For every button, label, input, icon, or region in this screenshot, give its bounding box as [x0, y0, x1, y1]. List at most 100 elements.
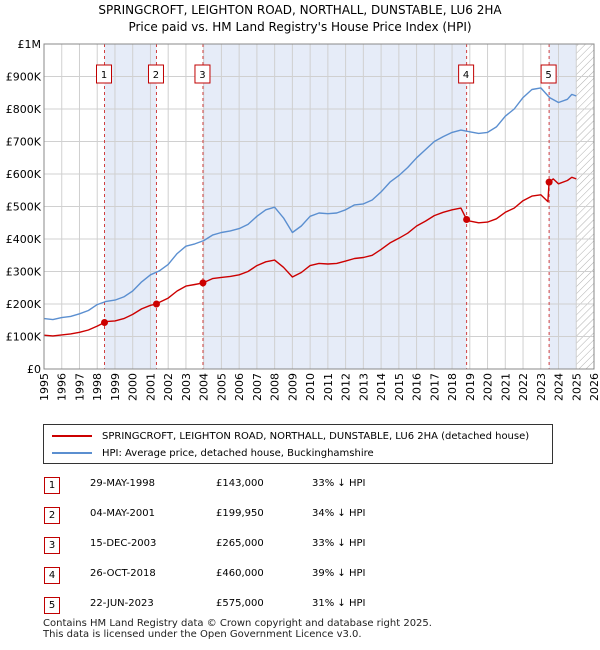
- y-tick-label: £200K: [6, 298, 42, 311]
- sale-marker-box: [540, 64, 557, 84]
- x-tick-label: 2000: [127, 373, 140, 401]
- x-tick-label: 2021: [499, 373, 512, 401]
- sale-marker-number: 1: [101, 70, 107, 81]
- sale-price: £143,000: [216, 478, 264, 489]
- sale-marker-box: [194, 64, 211, 84]
- y-tick-label: £600K: [6, 168, 42, 181]
- sale-marker-box: [147, 64, 164, 84]
- x-tick-label: 2019: [464, 373, 477, 401]
- sale-hpi-diff: 34% ↓ HPI: [312, 508, 366, 519]
- x-tick-label: 2004: [198, 373, 211, 401]
- x-tick-label: 2002: [162, 373, 175, 401]
- y-tick-label: £100K: [6, 331, 42, 344]
- x-tick-label: 2006: [233, 373, 246, 401]
- y-tick-label: £700K: [6, 136, 42, 149]
- sale-marker-box: [96, 64, 112, 84]
- x-tick-label: 2001: [144, 373, 157, 401]
- x-tick-label: 2016: [411, 373, 424, 401]
- footer-line-1: Contains HM Land Registry data © Crown c…: [43, 618, 432, 629]
- footer-line-2: This data is licensed under the Open Gov…: [43, 629, 362, 640]
- plot-frame: [43, 43, 595, 370]
- sale-point: [199, 279, 207, 287]
- sale-marker-number: 5: [545, 70, 551, 81]
- hpi-series-line: [44, 87, 577, 321]
- sale-point: [463, 216, 471, 223]
- legend-label-hpi: HPI: Average price, detached house, Buck…: [102, 447, 374, 459]
- sale-row: 2 04-MAY-2001 £199,950 34% ↓ HPI: [44, 503, 464, 533]
- x-tick-label: 2022: [517, 373, 530, 401]
- legend-item-hpi: HPI: Average price, detached house, Buck…: [52, 445, 374, 461]
- legend-item-property: SPRINGCROFT, LEIGHTON ROAD, NORTHALL, DU…: [52, 428, 529, 444]
- sale-marker-number: 4: [463, 70, 469, 81]
- sale-number-badge: 3: [44, 537, 60, 554]
- sale-row: 1 29-MAY-1998 £143,000 33% ↓ HPI: [44, 473, 464, 503]
- sale-point: [152, 300, 160, 308]
- title-line-2: Price paid vs. HM Land Registry's House …: [128, 20, 472, 34]
- x-tick-label: 2014: [375, 373, 388, 401]
- legend: SPRINGCROFT, LEIGHTON ROAD, NORTHALL, DU…: [43, 424, 553, 464]
- y-tick-label: £900K: [6, 71, 42, 84]
- sale-date: 22-JUN-2023: [90, 598, 154, 609]
- x-tick-label: 2008: [269, 373, 282, 401]
- sale-marker-box: [458, 64, 475, 84]
- x-tick-label: 2011: [322, 373, 335, 401]
- sale-row: 5 22-JUN-2023 £575,000 31% ↓ HPI: [44, 593, 464, 623]
- property-series-line: [44, 176, 577, 337]
- sale-price: £575,000: [216, 598, 264, 609]
- footer-credits: Contains HM Land Registry data © Crown c…: [43, 618, 432, 640]
- sale-hpi-diff: 31% ↓ HPI: [312, 598, 366, 609]
- x-tick-label: 2018: [446, 373, 459, 401]
- sales-table: 1 29-MAY-1998 £143,000 33% ↓ HPI 2 04-MA…: [44, 473, 464, 623]
- sale-hpi-diff: 33% ↓ HPI: [312, 478, 366, 489]
- x-tick-label: 1999: [109, 373, 122, 401]
- x-tick-label: 2007: [251, 373, 264, 401]
- legend-swatch-hpi: [52, 452, 92, 454]
- sale-row: 4 26-OCT-2018 £460,000 39% ↓ HPI: [44, 563, 464, 593]
- price-chart: 1 2 3 4 5 £0 £100K £200K £300K £400K £500K £600K £7…: [6, 38, 600, 401]
- y-tick-label: £400K: [6, 233, 42, 246]
- x-tick-label: 2013: [357, 373, 370, 401]
- x-tick-label: 2026: [588, 373, 600, 401]
- y-tick-label: £0: [27, 363, 41, 376]
- sale-hpi-diff: 39% ↓ HPI: [312, 568, 366, 579]
- title-line-1: SPRINGCROFT, LEIGHTON ROAD, NORTHALL, DU…: [98, 3, 502, 17]
- sale-date: 15-DEC-2003: [90, 538, 157, 549]
- sale-point: [101, 319, 108, 327]
- chart-title: SPRINGCROFT, LEIGHTON ROAD, NORTHALL, DU…: [0, 2, 600, 36]
- x-tick-label: 2010: [304, 373, 317, 401]
- legend-swatch-property: [52, 435, 92, 437]
- sale-number-badge: 5: [44, 597, 60, 614]
- sale-date: 04-MAY-2001: [90, 508, 156, 519]
- y-tick-label: £1M: [18, 38, 42, 51]
- x-tick-label: 2024: [553, 373, 566, 401]
- x-tick-label: 2025: [570, 373, 583, 401]
- y-tick-label: £500K: [6, 201, 42, 214]
- sale-date: 29-MAY-1998: [90, 478, 156, 489]
- sale-date: 26-OCT-2018: [90, 568, 156, 579]
- sale-hpi-diff: 33% ↓ HPI: [312, 538, 366, 549]
- sale-number-badge: 4: [44, 567, 60, 584]
- x-tick-label: 2020: [482, 373, 495, 401]
- y-tick-label: £300K: [6, 266, 42, 279]
- sale-marker-number: 3: [199, 70, 205, 81]
- x-tick-label: 2012: [340, 373, 353, 401]
- x-tick-label: 2009: [286, 373, 299, 401]
- legend-label-property: SPRINGCROFT, LEIGHTON ROAD, NORTHALL, DU…: [102, 430, 530, 442]
- sale-number-badge: 2: [44, 507, 60, 524]
- x-tick-label: 2003: [180, 373, 193, 401]
- x-tick-label: 2015: [393, 373, 406, 401]
- sale-marker-number: 2: [153, 70, 159, 81]
- sale-price: £460,000: [216, 568, 264, 579]
- sale-row: 3 15-DEC-2003 £265,000 33% ↓ HPI: [44, 533, 464, 563]
- y-tick-label: £800K: [6, 103, 42, 116]
- x-tick-label: 1997: [73, 373, 86, 401]
- x-tick-label: 1996: [56, 373, 69, 401]
- x-tick-label: 2005: [215, 373, 228, 401]
- x-tick-label: 1995: [38, 373, 51, 401]
- x-tick-label: 2017: [428, 373, 441, 401]
- x-tick-label: 1998: [91, 373, 104, 401]
- sale-price: £265,000: [216, 538, 264, 549]
- x-tick-label: 2023: [535, 373, 548, 401]
- sale-number-badge: 1: [44, 477, 60, 494]
- sale-point: [545, 178, 553, 186]
